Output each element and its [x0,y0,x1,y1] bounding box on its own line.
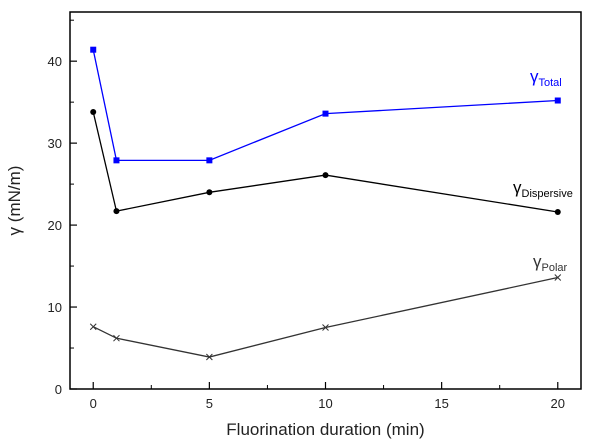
series-label-symbol: γ [513,178,522,197]
x-tick-label: 20 [551,396,565,411]
data-point-polar [89,323,97,331]
series-label-symbol: γ [533,252,542,271]
data-point-polar [113,334,120,342]
series-label-total: γTotal [530,67,562,89]
series-line-total [92,49,558,161]
x-tick-label: 10 [318,396,332,411]
series-dispersive [90,108,561,215]
series-line-polar [92,276,558,358]
y-axis: 0 10 20 30 40 [48,19,77,397]
x-axis-title: Fluorination duration (min) [226,420,424,439]
y-tick-label: 0 [55,382,62,397]
x-marker-stroke [206,353,213,361]
data-point-dispersive [90,108,97,115]
x-marker-stroke [89,323,97,331]
data-point-polar [554,274,562,281]
series-label-subscript: Dispersive [522,188,573,200]
y-tick-label: 20 [48,218,62,233]
y-tick-label: 10 [48,300,62,315]
x-tick-label: 15 [434,396,448,411]
series-total [90,46,561,164]
y-tick-label: 40 [48,54,62,69]
x-marker-stroke [322,324,329,331]
x-marker-stroke [554,274,562,281]
data-point-total [554,97,561,104]
data-point-dispersive [554,208,561,215]
series-label-subscript: Polar [542,262,568,274]
data-point-polar [206,353,213,361]
x-tick-label: 0 [90,396,97,411]
x-marker-stroke [113,334,120,342]
data-point-dispersive [206,189,213,196]
y-axis-title: γ (mN/m) [5,166,24,236]
plot-border [69,11,582,390]
data-point-dispersive [322,172,329,179]
series-polar [89,274,562,361]
data-point-total [113,157,120,164]
data-point-polar [322,324,329,331]
series-label-dispersive: γDispersive [513,178,573,200]
data-point-total [90,46,97,53]
series-label-polar: γPolar [533,252,568,274]
data-point-total [206,157,213,164]
series-label-subscript: Total [539,77,562,89]
x-tick-label: 5 [206,396,213,411]
series-line-dispersive [92,111,558,213]
data-point-dispersive [113,208,120,215]
series-label-symbol: γ [530,67,539,86]
series-layer [89,46,562,361]
y-tick-label: 30 [48,136,62,151]
plot-frame [69,11,582,390]
x-axis: 0 5 10 15 20 [90,382,565,411]
data-point-total [322,110,329,117]
